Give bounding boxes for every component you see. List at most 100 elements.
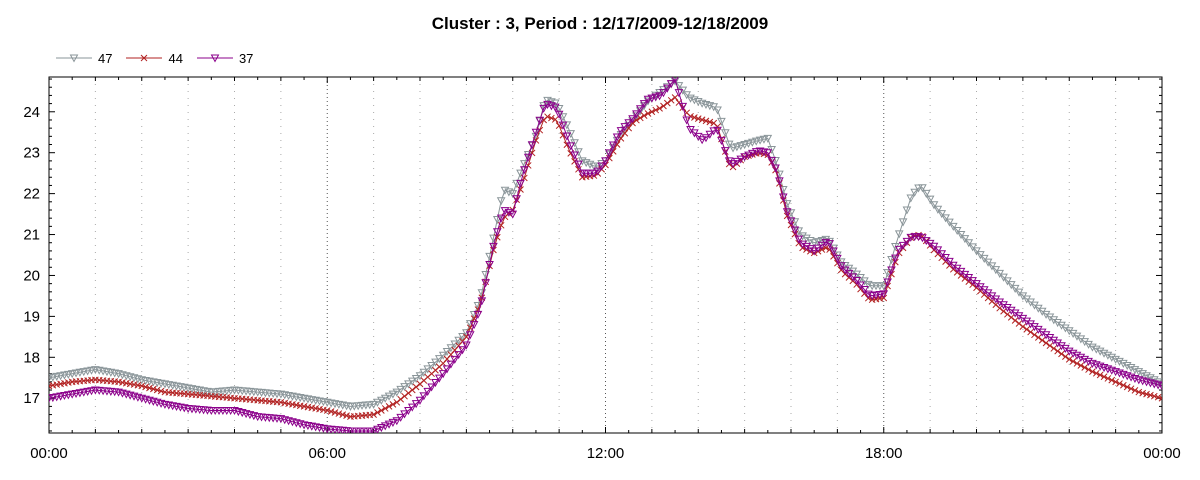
- series-47-point: [411, 374, 421, 383]
- series-44-point: [640, 112, 648, 119]
- series-44-point: [548, 114, 555, 122]
- series-37-point: [454, 351, 463, 360]
- series-37-point: [56, 392, 65, 401]
- series-47-point: [434, 355, 444, 364]
- series-47-point: [1091, 345, 1101, 354]
- y-tick-label: 23: [23, 145, 40, 162]
- series-37-point: [87, 387, 96, 396]
- legend-marker: [69, 54, 79, 63]
- series-37-point: [450, 355, 460, 364]
- series-37-point: [860, 286, 869, 295]
- series-47-point: [991, 266, 1001, 275]
- series-37-point: [423, 387, 433, 396]
- series-47: [49, 77, 1162, 411]
- series-37-point: [516, 179, 525, 188]
- series-47-point: [720, 129, 730, 138]
- x-tick-label: 18:00: [865, 445, 903, 462]
- series-44-point: [1127, 385, 1135, 393]
- series-44-point: [656, 105, 663, 112]
- series-44-point: [1089, 368, 1096, 375]
- series-37-point: [67, 390, 77, 399]
- series-37-point: [373, 425, 382, 433]
- series-37-point: [485, 261, 494, 270]
- series-44-point: [1158, 394, 1162, 402]
- series-37-point: [833, 254, 842, 263]
- series-47-point: [1119, 359, 1128, 368]
- series-44-point: [1015, 320, 1023, 327]
- series-37-point: [1084, 357, 1093, 366]
- series-37-point: [995, 298, 1005, 307]
- series-37-point: [748, 149, 757, 158]
- series-37-point: [489, 242, 498, 251]
- series-47-point: [427, 361, 436, 371]
- series-47-point: [786, 209, 796, 218]
- series-37-point: [624, 119, 634, 128]
- series-44-point: [555, 122, 563, 130]
- series-44-point: [1119, 381, 1127, 389]
- series-44-point: [1092, 369, 1100, 377]
- series-44-point: [385, 403, 393, 410]
- series-44-point: [1007, 314, 1015, 321]
- series-47-point: [407, 377, 417, 386]
- series-37-point: [1026, 320, 1035, 329]
- series-47-point: [902, 206, 912, 215]
- series-47-point: [438, 351, 448, 360]
- series-47-point: [1130, 366, 1140, 375]
- series-44-point: [1004, 310, 1011, 318]
- series-37-point: [1068, 349, 1078, 358]
- series-37-point: [1018, 314, 1028, 323]
- series-44-point: [323, 407, 331, 414]
- series-37-point: [794, 235, 804, 244]
- series-44-point: [412, 383, 420, 391]
- series-37-point: [492, 228, 502, 237]
- series-44-point: [1139, 389, 1147, 397]
- series-47-point: [751, 137, 761, 146]
- series-47-point: [968, 243, 977, 252]
- series-37-point: [527, 141, 537, 150]
- series-37-point: [1014, 312, 1024, 321]
- series-44-point: [1116, 380, 1123, 387]
- series-37-point: [1049, 336, 1059, 345]
- y-tick-label: 19: [23, 308, 40, 325]
- series-44-point: [1104, 375, 1112, 382]
- series-37-point: [1045, 334, 1055, 343]
- series-47-point: [56, 372, 65, 381]
- y-tick-label: 24: [23, 104, 40, 121]
- series-47-point: [1103, 351, 1113, 360]
- series-37-point: [798, 240, 807, 249]
- series-37-point: [465, 331, 475, 340]
- series-44-point: [1112, 378, 1119, 386]
- series-47-point: [516, 169, 525, 178]
- series-37-point: [836, 262, 846, 271]
- series-37-point: [875, 290, 885, 299]
- series-37-point: [937, 250, 947, 259]
- series-47-point: [400, 383, 409, 392]
- series-37-point: [898, 241, 908, 250]
- series-37-point: [558, 121, 568, 130]
- series-44-point: [1100, 373, 1108, 381]
- series-47-point: [736, 142, 746, 151]
- x-tick-label: 12:00: [587, 445, 625, 462]
- series-44-point: [687, 112, 694, 120]
- series-37-point: [52, 393, 62, 402]
- series-44-point: [153, 386, 161, 394]
- series-44-point: [1019, 323, 1027, 330]
- series-44-point: [1150, 392, 1158, 400]
- series-44-point: [671, 94, 679, 101]
- series-44-point: [1073, 360, 1081, 367]
- series-37-point: [431, 379, 440, 388]
- series-37-point: [71, 389, 81, 398]
- series-37-point: [829, 247, 838, 256]
- series-47-point: [71, 369, 81, 378]
- series-44-point: [694, 115, 702, 122]
- series-47-point: [1041, 310, 1051, 319]
- series-37-point: [1057, 342, 1066, 351]
- series-44-point: [1000, 307, 1007, 315]
- series-47-point: [1142, 372, 1151, 381]
- series-47-point: [1107, 353, 1117, 362]
- series-37-point: [508, 210, 518, 219]
- series-37-point: [894, 245, 904, 254]
- series-37-point: [477, 297, 487, 306]
- series-44-point: [1143, 390, 1150, 398]
